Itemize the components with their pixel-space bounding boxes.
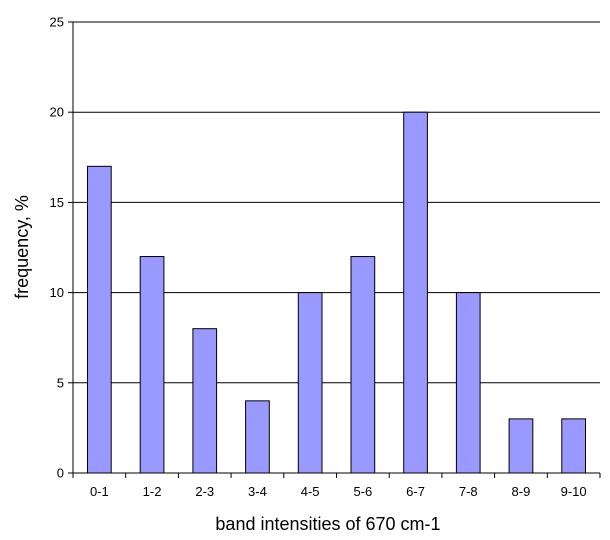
x-tick-label: 5-6 — [353, 484, 372, 499]
bar-2-3 — [192, 328, 218, 474]
x-tick-label: 6-7 — [406, 484, 425, 499]
y-tick-label: 10 — [50, 285, 64, 300]
bar-6-7 — [403, 111, 428, 474]
y-tick-label: 20 — [50, 105, 64, 120]
y-tick-label: 5 — [57, 375, 64, 390]
bar-5-6 — [350, 256, 376, 474]
x-tick-label: 9-10 — [561, 484, 587, 499]
x-tick-label: 4-5 — [301, 484, 320, 499]
bar-9-10 — [561, 418, 587, 474]
y-tick-label: 25 — [50, 15, 64, 30]
x-tick-label: 1-2 — [143, 484, 162, 499]
x-tick-label: 2-3 — [195, 484, 214, 499]
x-tick-label: 3-4 — [248, 484, 267, 499]
x-tick-label: 8-9 — [512, 484, 531, 499]
bar-1-2 — [139, 256, 165, 474]
y-tick-labels: 0 5 10 15 20 25 — [50, 15, 73, 481]
bar-8-9 — [508, 418, 534, 474]
x-tick-label: 0-1 — [90, 484, 109, 499]
bar-4-5 — [297, 292, 323, 474]
bar-3-4 — [245, 400, 270, 474]
x-tick-labels: 0-1 1-2 2-3 3-4 4-5 5-6 6-7 7-8 8-9 9-10 — [72, 473, 601, 499]
x-axis-title: band intensities of 670 cm-1 — [215, 514, 440, 534]
y-tick-label: 15 — [50, 195, 64, 210]
y-axis-title: frequency, % — [12, 195, 32, 299]
x-tick-label: 7-8 — [459, 484, 478, 499]
y-tick-label: 0 — [57, 466, 64, 481]
bar-7-8 — [455, 292, 481, 474]
bar-0-1 — [86, 165, 112, 474]
